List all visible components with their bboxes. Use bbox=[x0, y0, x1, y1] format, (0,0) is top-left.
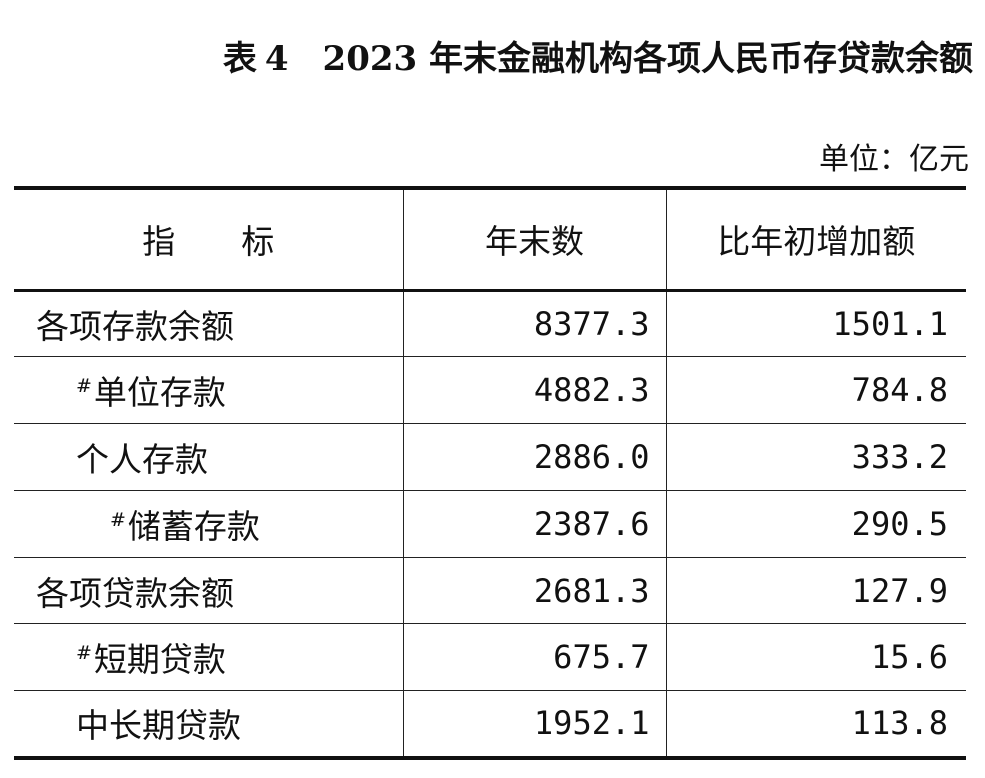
of-which-mark: # bbox=[76, 375, 92, 398]
header-year-end: 年末数 bbox=[403, 186, 667, 292]
year-end-cell: 675.7 bbox=[402, 623, 667, 692]
row-label-cell: 中长期贷款 bbox=[14, 690, 404, 760]
table-row: 各项贷款余额 2681.3 127.9 bbox=[14, 557, 966, 625]
of-which-mark: # bbox=[110, 508, 126, 531]
row-label-cell: #储蓄存款 bbox=[14, 490, 404, 558]
increase-cell: 15.6 bbox=[665, 623, 966, 692]
year-end-cell: 2387.6 bbox=[402, 490, 667, 558]
row-label: 各项存款余额 bbox=[36, 306, 234, 346]
increase-cell: 1501.1 bbox=[666, 290, 966, 358]
increase-cell: 113.8 bbox=[665, 690, 966, 760]
header-indicator-left: 指 bbox=[142, 222, 176, 262]
header-increase: 比年初增加额 bbox=[666, 186, 966, 292]
of-which-mark: # bbox=[76, 642, 92, 665]
year-end-cell: 4882.3 bbox=[402, 356, 667, 425]
row-label: 储蓄存款 bbox=[127, 506, 260, 546]
year-end-cell: 2681.3 bbox=[402, 557, 667, 625]
increase-cell: 290.5 bbox=[665, 490, 966, 558]
row-label: 中长期贷款 bbox=[76, 706, 241, 746]
year-end-cell: 8377.3 bbox=[403, 290, 667, 358]
increase-cell: 127.9 bbox=[665, 557, 966, 625]
row-label: 各项贷款余额 bbox=[36, 573, 234, 613]
row-label-cell: 个人存款 bbox=[14, 423, 404, 491]
row-label-cell: #短期贷款 bbox=[14, 623, 404, 692]
increase-cell: 333.2 bbox=[665, 423, 966, 491]
table-number: 4 bbox=[264, 39, 289, 79]
table-row: #短期贷款 675.7 15.6 bbox=[14, 623, 966, 692]
header-row: 指标 年末数 比年初增加额 bbox=[14, 186, 966, 292]
deposit-loan-table: 指标 年末数 比年初增加额 各项存款余额 8377.3 1501.1 #单位存款… bbox=[14, 186, 966, 760]
row-label: 短期贷款 bbox=[93, 640, 226, 680]
unit-label: 单位：亿元 bbox=[819, 142, 969, 177]
row-label: 单位存款 bbox=[93, 373, 226, 413]
table-title-text: 2023 年末金融机构各项人民币存贷款余额 bbox=[322, 39, 973, 79]
table-row: 个人存款 2886.0 333.2 bbox=[14, 423, 966, 491]
table-row: #单位存款 4882.3 784.8 bbox=[14, 356, 966, 425]
table-title: 表 4 2023 年末金融机构各项人民币存贷款余额 bbox=[0, 34, 985, 84]
row-label: 个人存款 bbox=[76, 439, 208, 479]
table-label: 表 bbox=[222, 39, 257, 79]
year-end-cell: 1952.1 bbox=[402, 690, 667, 760]
header-indicator: 指标 bbox=[14, 186, 404, 292]
table-row: 各项存款余额 8377.3 1501.1 bbox=[14, 290, 966, 358]
row-label-cell: 各项贷款余额 bbox=[14, 557, 404, 625]
row-label-cell: 各项存款余额 bbox=[14, 290, 404, 358]
increase-cell: 784.8 bbox=[665, 356, 966, 425]
table-row: 中长期贷款 1952.1 113.8 bbox=[14, 690, 966, 760]
row-label-cell: #单位存款 bbox=[14, 356, 404, 425]
header-indicator-right: 标 bbox=[241, 222, 275, 262]
table-row: #储蓄存款 2387.6 290.5 bbox=[14, 490, 966, 558]
year-end-cell: 2886.0 bbox=[402, 423, 667, 491]
